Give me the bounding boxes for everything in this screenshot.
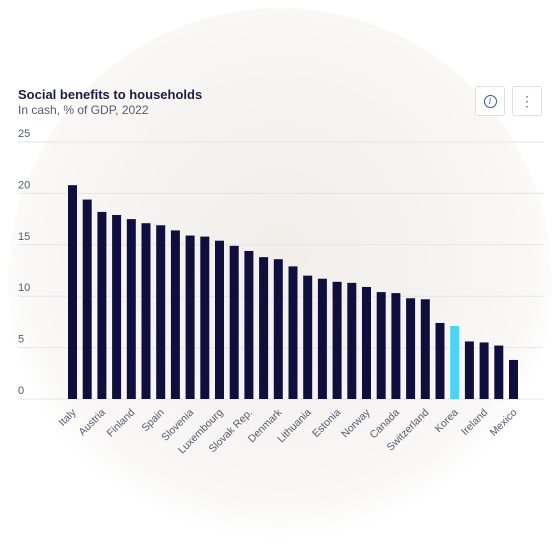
x-tick-label: Mexico (488, 407, 520, 439)
chart-subtitle: In cash, % of GDP, 2022 (18, 103, 149, 117)
x-tick-label: Estonia (310, 407, 343, 440)
bar[interactable] (229, 245, 239, 399)
bar[interactable] (332, 281, 342, 399)
x-tick-label: Austria (76, 407, 108, 439)
bar[interactable] (288, 266, 298, 399)
bar[interactable] (509, 359, 518, 399)
x-tick-label: Korea (433, 407, 461, 435)
x-tick-label: Spain (139, 407, 167, 435)
bar[interactable] (126, 219, 136, 399)
bar[interactable] (82, 199, 92, 399)
bar[interactable] (273, 259, 283, 399)
bar[interactable] (479, 342, 489, 399)
bar[interactable] (303, 275, 313, 399)
bar[interactable] (259, 257, 269, 399)
y-tick-label: 20 (18, 179, 30, 191)
bar[interactable] (185, 235, 195, 399)
info-icon: i (483, 94, 497, 108)
bar[interactable] (141, 223, 151, 399)
y-tick-label: 0 (18, 385, 24, 397)
bar[interactable] (97, 211, 107, 399)
bar[interactable] (317, 278, 327, 399)
bar[interactable] (112, 214, 122, 399)
bar[interactable] (435, 322, 445, 399)
bar[interactable] (156, 225, 166, 399)
bar[interactable] (376, 292, 386, 399)
bar[interactable] (68, 185, 77, 399)
bar[interactable] (215, 240, 224, 399)
bar[interactable] (244, 250, 254, 399)
y-tick-label: 5 (18, 334, 24, 346)
bar[interactable] (200, 236, 210, 399)
x-tick-label: Ireland (459, 407, 490, 438)
bar[interactable] (170, 230, 180, 399)
y-tick-label: 15 (18, 231, 30, 243)
x-tick-label: Norway (339, 406, 373, 440)
bar[interactable] (362, 286, 371, 399)
bar[interactable] (450, 326, 460, 399)
chart-title: Social benefits to households (18, 87, 203, 102)
x-tick-label: Finland (105, 407, 138, 440)
more-vertical-icon: ⋮ (520, 92, 534, 109)
y-tick-label: 25 (18, 128, 30, 140)
bar[interactable] (464, 341, 474, 399)
bar[interactable] (347, 282, 357, 399)
more-options-button[interactable]: ⋮ (512, 86, 542, 116)
bar[interactable] (420, 299, 430, 399)
chart-card: Social benefits to households In cash, %… (0, 70, 560, 470)
bar[interactable] (406, 298, 416, 399)
info-button[interactable]: i (475, 86, 505, 116)
bar[interactable] (391, 293, 401, 399)
y-tick-label: 10 (18, 282, 30, 294)
x-tick-label: Italy (57, 406, 80, 429)
bar[interactable] (494, 345, 504, 399)
